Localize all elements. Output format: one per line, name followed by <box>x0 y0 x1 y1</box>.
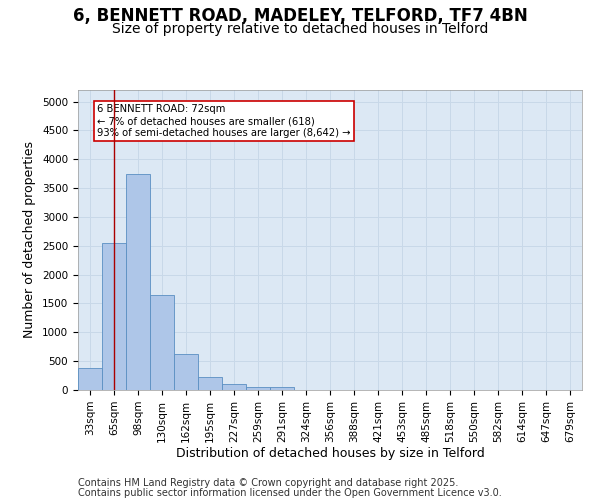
Bar <box>246 387 270 390</box>
Text: Size of property relative to detached houses in Telford: Size of property relative to detached ho… <box>112 22 488 36</box>
Bar <box>174 354 198 390</box>
Text: Contains HM Land Registry data © Crown copyright and database right 2025.: Contains HM Land Registry data © Crown c… <box>78 478 458 488</box>
Bar <box>126 174 150 390</box>
Bar <box>222 384 246 390</box>
Bar <box>198 376 222 390</box>
Text: 6, BENNETT ROAD, MADELEY, TELFORD, TF7 4BN: 6, BENNETT ROAD, MADELEY, TELFORD, TF7 4… <box>73 8 527 26</box>
X-axis label: Distribution of detached houses by size in Telford: Distribution of detached houses by size … <box>176 448 484 460</box>
Text: 6 BENNETT ROAD: 72sqm
← 7% of detached houses are smaller (618)
93% of semi-deta: 6 BENNETT ROAD: 72sqm ← 7% of detached h… <box>97 104 350 138</box>
Bar <box>78 368 102 390</box>
Bar <box>270 387 294 390</box>
Bar <box>102 243 126 390</box>
Bar <box>150 295 174 390</box>
Y-axis label: Number of detached properties: Number of detached properties <box>23 142 37 338</box>
Text: Contains public sector information licensed under the Open Government Licence v3: Contains public sector information licen… <box>78 488 502 498</box>
